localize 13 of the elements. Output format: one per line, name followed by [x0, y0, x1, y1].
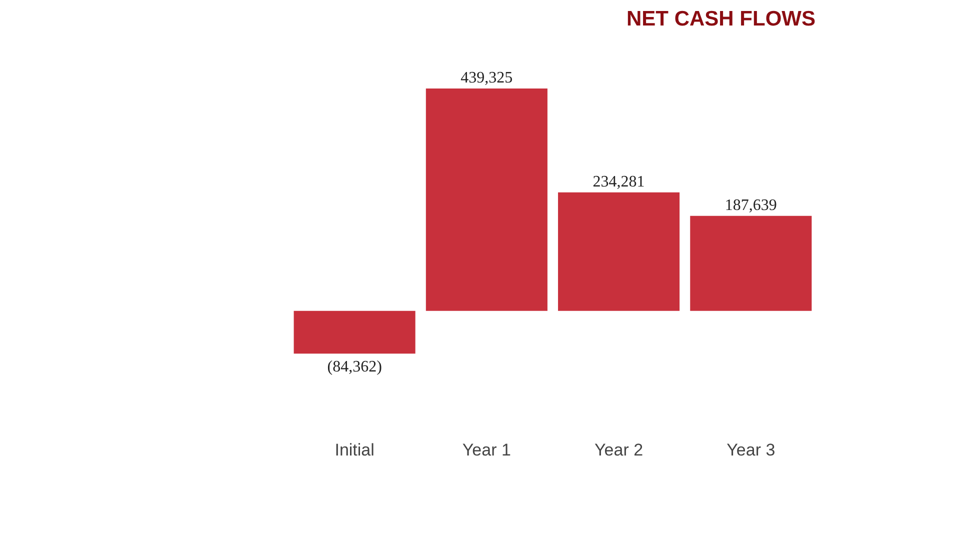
x-tick-label: Year 1	[462, 440, 511, 460]
bar	[426, 88, 548, 311]
x-tick-label: Year 3	[726, 440, 776, 460]
data-label: (84,362)	[327, 358, 382, 376]
bar	[558, 192, 680, 311]
bar	[294, 310, 416, 354]
data-label: 439,325	[460, 70, 513, 87]
data-label: 234,281	[592, 173, 645, 190]
x-tick-label: Initial	[334, 440, 374, 460]
data-label: 187,639	[724, 196, 777, 214]
chart-title: NET CASH FLOWS	[626, 8, 816, 30]
x-tick-label: Year 2	[594, 440, 644, 460]
bar	[690, 216, 812, 311]
